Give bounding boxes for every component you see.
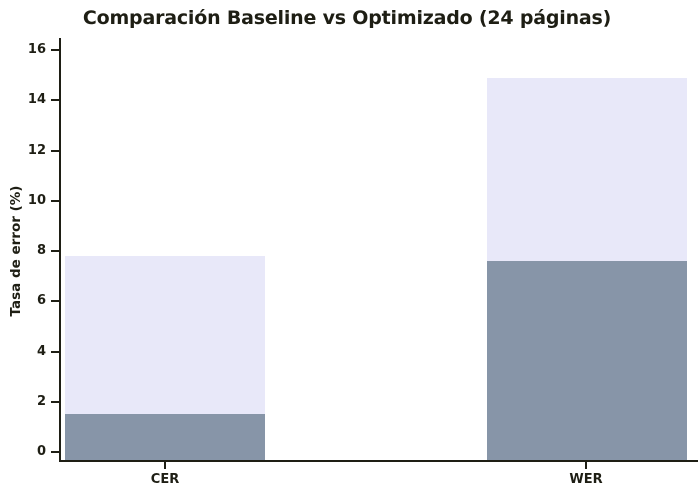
y-tick-mark-0 — [51, 451, 59, 453]
y-tick-label-8: 8 — [36, 243, 46, 258]
chart-title: Comparación Baseline vs Optimizado (24 p… — [82, 7, 612, 29]
y-tick-mark-12 — [51, 149, 59, 152]
y-tick-label-4: 4 — [36, 343, 46, 359]
y-tick-label-10: 10 — [27, 192, 46, 208]
plot-area: 0 2 4 6 8 10 12 14 16 CER WER — [28, 38, 698, 487]
x-axis-line — [59, 460, 698, 462]
x-tick-label-wer: WER — [569, 472, 603, 487]
y-tick-label-14: 14 — [27, 92, 46, 108]
y-tick-label-16: 16 — [27, 42, 46, 57]
bar-optimizado-cer — [65, 414, 265, 460]
y-tick-label-0: 0 — [36, 444, 46, 459]
y-tick-mark-10 — [51, 199, 59, 202]
y-tick-label-12: 12 — [27, 142, 46, 158]
y-tick-mark-14 — [51, 99, 59, 102]
y-tick-mark-8 — [51, 250, 59, 252]
y-tick-mark-4 — [51, 350, 59, 353]
x-tick-mark-wer — [585, 462, 587, 469]
y-axis-line — [59, 38, 61, 462]
x-tick-label-cer: CER — [150, 472, 180, 487]
y-tick-mark-16 — [51, 49, 59, 51]
bar-optimizado-wer — [487, 261, 687, 460]
y-tick-mark-2 — [51, 400, 59, 403]
y-tick-label-2: 2 — [36, 393, 46, 409]
y-tick-label-6: 6 — [36, 293, 46, 309]
x-tick-mark-cer — [164, 462, 166, 469]
y-tick-mark-6 — [51, 300, 59, 303]
